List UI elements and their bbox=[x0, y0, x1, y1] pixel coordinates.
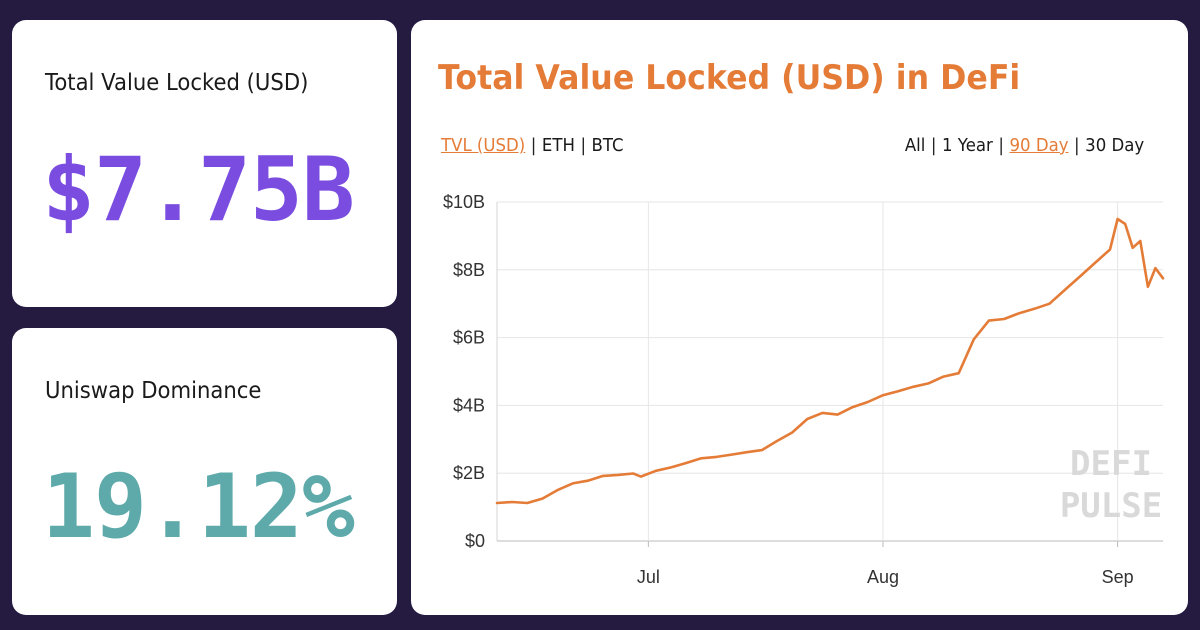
tvl-value: $7.75B bbox=[42, 138, 355, 241]
separator: | bbox=[1073, 135, 1080, 156]
chart-series bbox=[495, 217, 1165, 505]
tvl-series-line bbox=[495, 217, 1165, 505]
chart-grid bbox=[496, 201, 1163, 547]
separator: | bbox=[998, 135, 1004, 156]
range-option-1-year[interactable]: 1 Year bbox=[941, 135, 993, 156]
dominance-card: Uniswap Dominance 19.12% bbox=[12, 328, 397, 615]
range-option-all[interactable]: All bbox=[904, 135, 926, 156]
y-tick-label: $10B bbox=[443, 192, 485, 212]
x-tick-label: Sep bbox=[1102, 567, 1134, 587]
defi-pulse-watermark: DEFI PULSE bbox=[1060, 444, 1162, 526]
unit-option-tvl-usd[interactable]: TVL (USD) bbox=[441, 135, 526, 156]
unit-option-btc[interactable]: BTC bbox=[591, 135, 624, 156]
separator: | bbox=[930, 135, 937, 156]
y-tick-label: $6B bbox=[453, 328, 485, 348]
y-tick-label: $2B bbox=[453, 463, 485, 483]
y-tick-label: $8B bbox=[453, 260, 485, 280]
x-tick-label: Jul bbox=[637, 567, 660, 587]
unit-toggle: TVL (USD) | ETH | BTC bbox=[441, 135, 624, 156]
range-option-90-day[interactable]: 90 Day bbox=[1009, 135, 1069, 156]
dominance-label: Uniswap Dominance bbox=[45, 378, 262, 404]
dominance-value: 19.12% bbox=[42, 455, 355, 558]
chart-title: Total Value Locked (USD) in DeFi bbox=[438, 58, 1021, 98]
tvl-line-chart: $0 $2B $4B $6B $8B $10B Jul Aug Sep DEFI PULSE bbox=[443, 192, 1165, 587]
range-option-30-day[interactable]: 30 Day bbox=[1084, 135, 1144, 156]
watermark-line-2: PULSE bbox=[1060, 486, 1162, 526]
x-tick-label: Aug bbox=[867, 567, 899, 587]
y-tick-label: $4B bbox=[453, 395, 485, 415]
range-toggle: All | 1 Year | 90 Day | 30 Day bbox=[905, 135, 1144, 156]
tvl-card: Total Value Locked (USD) $7.75B bbox=[12, 20, 397, 307]
unit-option-eth[interactable]: ETH bbox=[541, 135, 575, 156]
y-tick-label: $0 bbox=[465, 531, 485, 551]
watermark-line-1: DEFI bbox=[1070, 444, 1152, 484]
chart-axes: $0 $2B $4B $6B $8B $10B Jul Aug Sep bbox=[443, 192, 1134, 587]
tvl-label: Total Value Locked (USD) bbox=[45, 70, 309, 96]
separator: | bbox=[530, 135, 537, 156]
chart-card: Total Value Locked (USD) in DeFi TVL (US… bbox=[411, 20, 1188, 615]
separator: | bbox=[580, 135, 587, 156]
